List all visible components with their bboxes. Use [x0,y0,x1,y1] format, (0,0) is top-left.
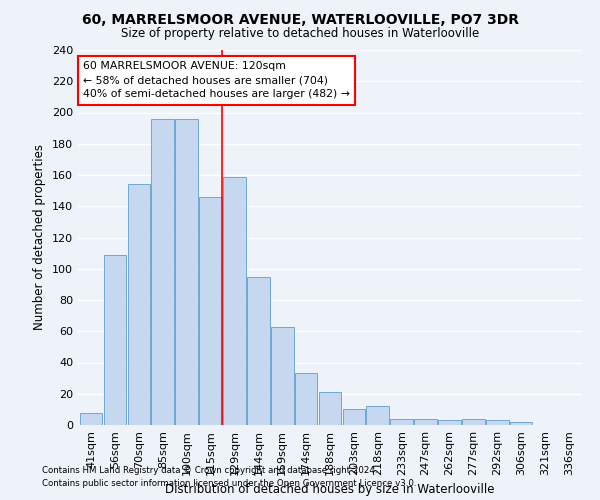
Text: 60, MARRELSMOOR AVENUE, WATERLOOVILLE, PO7 3DR: 60, MARRELSMOOR AVENUE, WATERLOOVILLE, P… [82,12,518,26]
Bar [510,422,532,425]
Bar [391,419,413,425]
Bar [199,197,222,425]
Bar [414,419,437,425]
Bar [223,176,246,425]
X-axis label: Distribution of detached houses by size in Waterlooville: Distribution of detached houses by size … [165,484,495,496]
Y-axis label: Number of detached properties: Number of detached properties [34,144,46,330]
Bar [319,392,341,425]
Bar [128,184,150,425]
Bar [271,326,293,425]
Text: Size of property relative to detached houses in Waterlooville: Size of property relative to detached ho… [121,28,479,40]
Bar [80,412,103,425]
Bar [367,406,389,425]
Bar [343,410,365,425]
Bar [247,276,269,425]
Bar [104,254,127,425]
Bar [438,420,461,425]
Bar [151,118,174,425]
Bar [175,118,198,425]
Text: Contains HM Land Registry data © Crown copyright and database right 2024.
Contai: Contains HM Land Registry data © Crown c… [42,466,416,487]
Bar [462,419,485,425]
Bar [295,374,317,425]
Bar [486,420,509,425]
Text: 60 MARRELSMOOR AVENUE: 120sqm
← 58% of detached houses are smaller (704)
40% of : 60 MARRELSMOOR AVENUE: 120sqm ← 58% of d… [83,61,350,99]
